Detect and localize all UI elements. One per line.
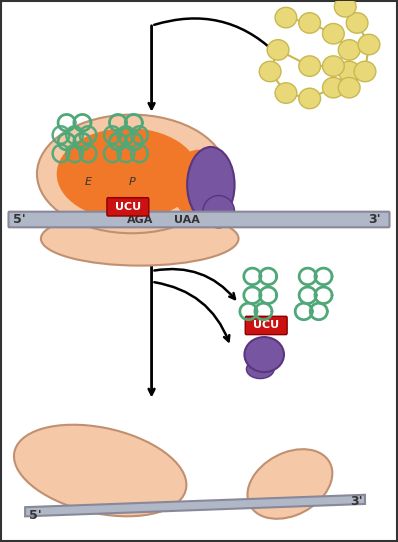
Ellipse shape <box>358 34 380 55</box>
Text: UCU: UCU <box>115 202 141 212</box>
Ellipse shape <box>299 12 320 33</box>
Ellipse shape <box>248 449 332 519</box>
Text: P: P <box>129 177 135 187</box>
Ellipse shape <box>322 56 344 76</box>
Ellipse shape <box>338 78 360 98</box>
FancyBboxPatch shape <box>107 198 149 216</box>
Ellipse shape <box>244 337 284 372</box>
Ellipse shape <box>322 78 344 98</box>
Ellipse shape <box>57 128 199 220</box>
FancyBboxPatch shape <box>8 212 390 227</box>
Text: 3': 3' <box>368 213 381 226</box>
Ellipse shape <box>338 61 360 82</box>
Ellipse shape <box>41 212 238 266</box>
Ellipse shape <box>346 12 368 33</box>
Ellipse shape <box>267 40 289 60</box>
Ellipse shape <box>275 8 297 28</box>
Ellipse shape <box>246 360 274 378</box>
Ellipse shape <box>275 83 297 104</box>
Ellipse shape <box>354 61 376 82</box>
Ellipse shape <box>171 150 227 220</box>
Ellipse shape <box>37 114 227 233</box>
Ellipse shape <box>14 425 186 517</box>
Text: AGA: AGA <box>127 215 153 225</box>
FancyBboxPatch shape <box>245 317 287 334</box>
Text: E: E <box>85 177 92 187</box>
Ellipse shape <box>203 196 234 228</box>
Text: UCU: UCU <box>253 320 279 331</box>
Ellipse shape <box>187 147 234 222</box>
Polygon shape <box>25 495 365 517</box>
Text: 5': 5' <box>13 213 26 226</box>
Ellipse shape <box>334 0 356 17</box>
Ellipse shape <box>338 40 360 60</box>
Ellipse shape <box>299 56 320 76</box>
Ellipse shape <box>259 61 281 82</box>
Text: UAA: UAA <box>174 215 200 225</box>
Text: 3': 3' <box>350 495 363 508</box>
Ellipse shape <box>299 88 320 109</box>
Text: 5': 5' <box>29 509 42 522</box>
Ellipse shape <box>322 23 344 44</box>
